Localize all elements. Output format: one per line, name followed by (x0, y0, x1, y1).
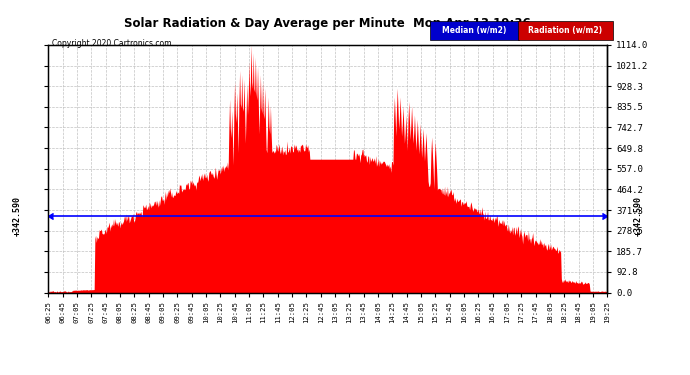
Text: +342.590: +342.590 (633, 196, 642, 236)
Text: Solar Radiation & Day Average per Minute  Mon Apr 13 19:36: Solar Radiation & Day Average per Minute… (124, 17, 531, 30)
Text: Median (w/m2): Median (w/m2) (442, 26, 506, 35)
Text: +342.590: +342.590 (13, 196, 22, 236)
Text: Copyright 2020 Cartronics.com: Copyright 2020 Cartronics.com (52, 39, 171, 48)
Text: Radiation (w/m2): Radiation (w/m2) (529, 26, 602, 35)
